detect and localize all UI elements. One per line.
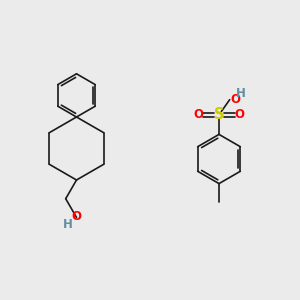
Text: S: S [214,107,224,122]
Text: O: O [194,108,204,122]
Text: O: O [71,210,82,223]
Text: H: H [236,87,246,100]
Text: O: O [234,108,244,122]
Text: H: H [63,218,73,230]
Text: O: O [231,93,241,106]
